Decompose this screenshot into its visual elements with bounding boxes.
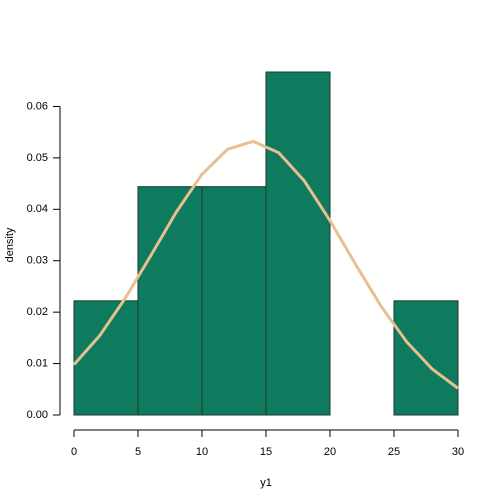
density-curve (72, 139, 459, 390)
x-tick-label: 0 (71, 446, 77, 458)
bar (265, 71, 331, 416)
y-axis-label: density (4, 227, 16, 262)
y-tick-label: 0.03 (27, 255, 48, 267)
y-tick-label: 0.04 (27, 203, 48, 215)
y-tick-label: 0.06 (27, 100, 48, 112)
x-tick-label: 10 (196, 446, 208, 458)
x-tick-label: 20 (324, 446, 336, 458)
x-tick-label: 5 (135, 446, 141, 458)
y-tick-label: 0.02 (27, 306, 48, 318)
bar (73, 300, 139, 416)
x-tick-label: 30 (452, 446, 464, 458)
x-tick-label: 15 (260, 446, 272, 458)
bar (201, 186, 267, 416)
x-axis-label: y1 (260, 477, 272, 489)
bar (393, 300, 459, 416)
y-tick-label: 0.05 (27, 152, 48, 164)
x-tick-label: 25 (388, 446, 400, 458)
y-tick-label: 0.00 (27, 409, 48, 421)
y-tick-label: 0.01 (27, 357, 48, 369)
